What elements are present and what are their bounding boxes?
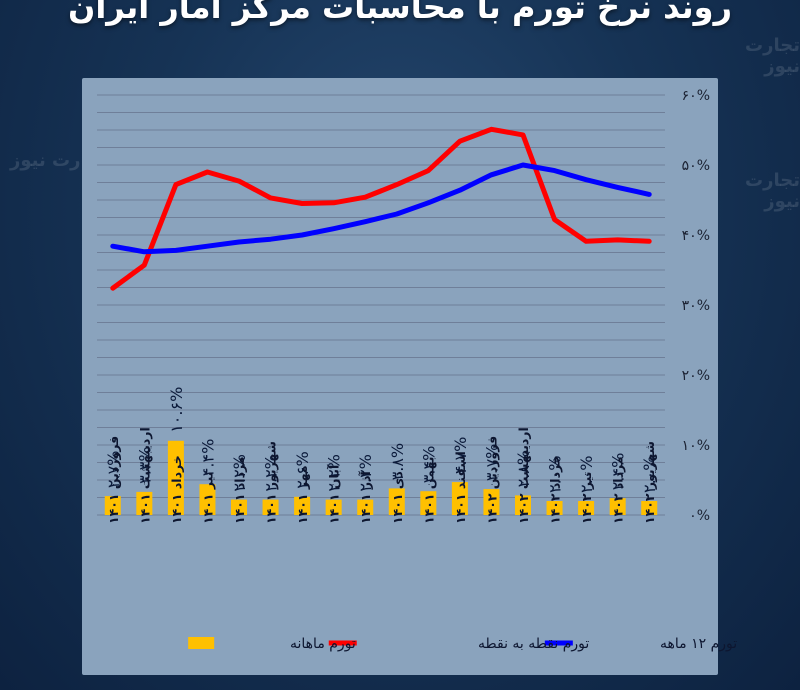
x-tick-label: اسفند ۱۴۰۱: [453, 451, 468, 524]
bar: [357, 499, 374, 515]
x-tick-label: مهر ۱۴۰۱: [295, 465, 310, 524]
bar: [578, 501, 595, 515]
bar-value-label: ۲.۶%: [293, 451, 312, 488]
monthly-bars: ۲.۷% ۳.۳% ۱۰.۶% ۴.۴% ۲.۲% ۲.۲% ۲.۶% ۲.۲% ۲.۲% ۳.۸…: [104, 387, 659, 515]
chart-lines: [110, 126, 652, 291]
bar: [262, 499, 279, 515]
chart-grid: [97, 94, 665, 516]
bar: [294, 496, 311, 515]
x-tick-label: مرداد ۱۴۰۲: [611, 456, 626, 524]
y-tick-label: ۱۰%: [682, 438, 710, 454]
legend-label: تورم ۱۲ ماهه: [660, 636, 737, 652]
legend-swatch: [188, 637, 215, 649]
point-to-point-line: [110, 126, 652, 291]
bar-value-label: ۲.۸%: [514, 450, 533, 487]
x-tick-label: اردیبهشت ۱۴۰۲: [516, 427, 531, 524]
bar: [515, 495, 531, 515]
bar: [546, 501, 563, 515]
bar: [167, 440, 184, 515]
bar: [641, 501, 658, 515]
legend-label: تورم نقطه به نقطه: [478, 636, 589, 652]
x-tick-label: شهریور ۱۴۰۱: [264, 441, 279, 524]
bar-value-label: ۲.۲%: [325, 454, 344, 491]
bar: [451, 482, 468, 515]
bar-value-label: ۳.۸%: [388, 443, 407, 480]
watermark: تجارت نیوز: [745, 35, 800, 77]
x-tick-label: مرداد ۱۴۰۱: [232, 456, 247, 524]
bar-value-label: ۳.۷%: [482, 444, 501, 481]
x-tick-label: فروردین ۱۴۰۱: [106, 436, 121, 524]
bar: [136, 491, 153, 515]
y-tick-label: ۳۰%: [682, 298, 710, 314]
bar-value-label: ۲.۲%: [356, 454, 375, 491]
x-tick-label: شهریور ۱۴۰۲: [642, 441, 657, 524]
page-title: روند نرخ تورم با محاسبات مرکز آمار ایران: [68, 0, 732, 26]
y-tick-label: ۵۰%: [682, 158, 710, 174]
bar-value-label: ۱۰.۶%: [167, 387, 186, 433]
x-axis: فروردین ۱۴۰۱ اردیبهشت ۱۴۰۱ خرداد ۱۴۰۱ تیر ۱…: [106, 427, 657, 524]
x-tick-label: دی ۱۴۰۱: [390, 471, 405, 524]
bar-value-label: ۲.۲%: [262, 454, 281, 491]
bar: [420, 491, 437, 515]
x-tick-label: تیر ۱۴۰۲: [579, 472, 594, 524]
x-tick-label: خرداد ۱۴۰۲: [548, 455, 563, 524]
y-tick-label: ۰%: [689, 508, 710, 524]
bar: [104, 496, 121, 515]
bar-value-label: ۲.۴%: [609, 453, 628, 490]
bar-value-label: ۳.۳%: [135, 446, 154, 483]
x-tick-label: خرداد ۱۴۰۱: [169, 455, 184, 524]
y-tick-label: ۴۰%: [682, 228, 710, 244]
y-axis: ۰% ۱۰% ۲۰% ۳۰% ۴۰% ۵۰% ۶۰%: [682, 88, 710, 524]
bar-value-label: ۲.۰%: [640, 456, 659, 493]
y-tick-label: ۲۰%: [682, 368, 710, 384]
bar-value-label: ۲.۰%: [577, 456, 596, 493]
bar-value-label: ۲.۲%: [230, 454, 249, 491]
x-tick-label: فروردین ۱۴۰۲: [484, 436, 499, 524]
bar-value-label: ۲.۰%: [546, 456, 565, 493]
bar: [609, 498, 626, 515]
bar-value-label: ۳.۴%: [419, 446, 438, 483]
bar: [325, 499, 342, 515]
watermark: تجارت نیوز: [745, 170, 800, 212]
x-tick-label: آذر ۱۴۰۱: [358, 471, 373, 524]
legend: تورم ۱۲ ماهه تورم نقطه به نقطه تورم ماهانه: [188, 636, 737, 652]
bar: [483, 489, 500, 515]
bar: [231, 499, 247, 515]
x-tick-label: تیر ۱۴۰۱: [200, 472, 215, 524]
y-tick-label: ۶۰%: [682, 88, 710, 104]
bar: [388, 488, 405, 515]
twelve-month-line: [110, 162, 652, 255]
bar-value-label: ۴.۷%: [451, 437, 470, 474]
x-tick-label: اردیبهشت ۱۴۰۱: [137, 427, 152, 524]
bar-value-label: ۴.۴%: [198, 439, 217, 476]
bar: [199, 484, 216, 515]
x-tick-label: بهمن ۱۴۰۱: [421, 457, 436, 524]
legend-label: تورم ماهانه: [290, 636, 356, 652]
x-tick-label: آبان ۱۴۰۱: [327, 464, 342, 524]
bar-value-label: ۲.۷%: [104, 451, 123, 488]
